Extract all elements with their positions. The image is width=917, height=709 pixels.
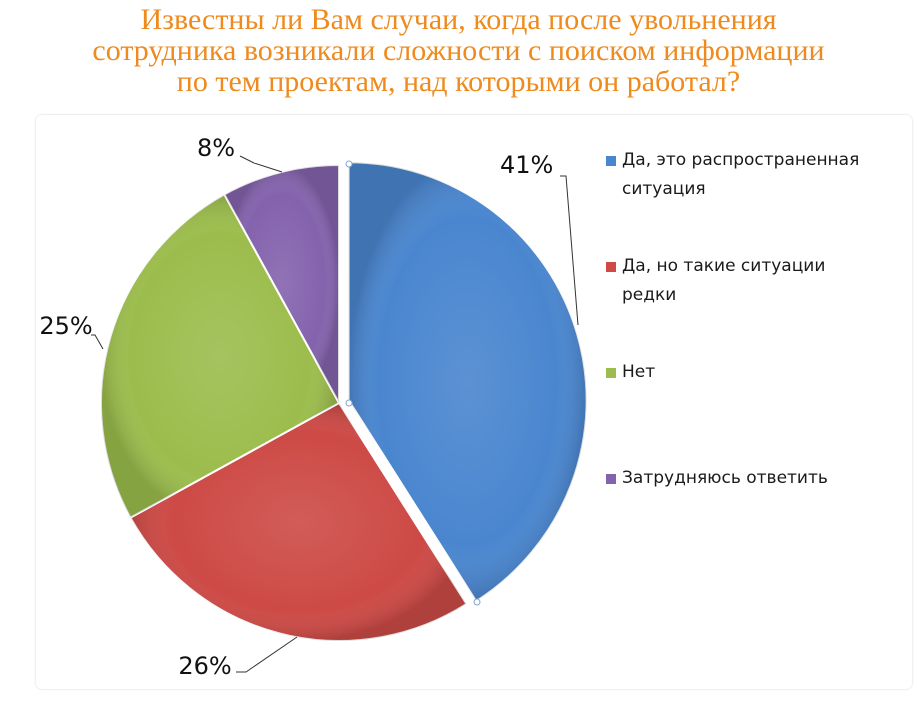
data-label-2: 26% — [178, 652, 231, 680]
legend-label-3: Нет — [622, 362, 656, 382]
legend-label-4: Затрудняюсь ответить — [622, 468, 828, 488]
data-label-1: 41% — [500, 151, 553, 179]
legend-swatch-1 — [606, 156, 616, 166]
legend-swatch-2 — [606, 262, 616, 272]
pie-slice-shade-3 — [101, 194, 339, 518]
legend-item-4: Затрудняюсь ответить — [606, 464, 911, 493]
legend-item-1: Да, это распространенная ситуация — [606, 146, 911, 204]
slice-handle-3 — [473, 598, 481, 606]
chart-legend: Да, это распространенная ситуация Да, но… — [606, 146, 911, 570]
slice-handle-2 — [345, 399, 353, 407]
leader-line-3 — [91, 334, 104, 350]
chart-title: Известны ли Вам случаи, когда после увол… — [0, 4, 917, 97]
chart-title-line-3: по тем проектам, над которыми он работал… — [176, 65, 741, 98]
legend-swatch-4 — [606, 474, 616, 484]
chart-title-line-1: Известны ли Вам случаи, когда после увол… — [140, 3, 777, 36]
data-label-3: 25% — [39, 312, 92, 340]
leader-line-1 — [560, 175, 579, 326]
pie-slice-shade-1 — [348, 162, 587, 602]
legend-swatch-3 — [606, 368, 616, 378]
slice-handle-1 — [345, 160, 353, 168]
leader-line-2 — [236, 636, 298, 673]
data-label-4: 8% — [197, 134, 235, 162]
legend-label-1b: ситуация — [622, 179, 706, 199]
pie-slice-shade-4 — [224, 165, 339, 403]
leader-line-4 — [239, 155, 283, 173]
legend-label-2a: Да, но такие ситуации — [622, 256, 826, 276]
pie-slice-shade-2 — [130, 403, 467, 642]
chart-title-line-2: сотрудника возникали сложности с поиском… — [92, 34, 825, 67]
legend-item-2: Да, но такие ситуации редки — [606, 252, 911, 310]
legend-item-3: Нет — [606, 358, 911, 387]
legend-label-2b: редки — [622, 285, 677, 305]
legend-label-1a: Да, это распространенная — [622, 150, 860, 170]
